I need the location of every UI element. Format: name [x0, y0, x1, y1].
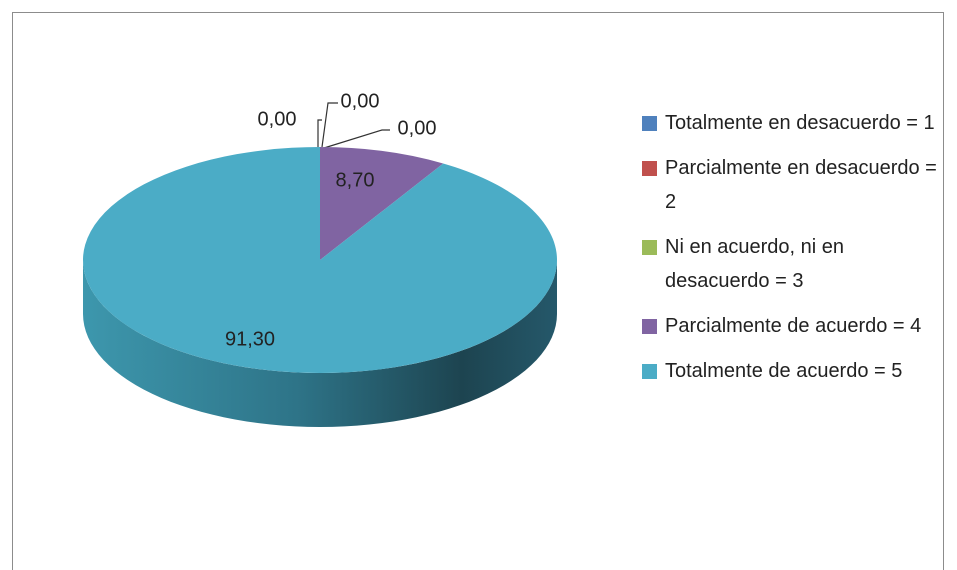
legend-item: Parcialmente de acuerdo = 4 [642, 309, 942, 343]
leader-line [323, 129, 390, 149]
data-label: 8,70 [336, 169, 375, 191]
slice [320, 147, 444, 260]
legend-label: Ni en acuerdo, ni en desacuerdo = 3 [665, 236, 845, 292]
legend-item: Totalmente en desacuerdo = 1 [642, 106, 942, 140]
leader-line [321, 102, 338, 148]
legend: Totalmente en desacuerdo = 1 Parcialmente… [642, 106, 942, 399]
data-label: 0,00 [341, 90, 380, 112]
legend-swatch [642, 240, 657, 255]
legend-item: Parcialmente en desacuerdo = 2 [642, 151, 942, 219]
leader-line [317, 119, 322, 147]
legend-item: Ni en acuerdo, ni en desacuerdo = 3 [642, 230, 942, 298]
legend-swatch [642, 364, 657, 379]
legend-swatch [642, 319, 657, 334]
legend-swatch [642, 161, 657, 176]
data-label: 0,00 [398, 117, 437, 139]
legend-label: Totalmente de acuerdo = 5 [665, 360, 903, 382]
data-label: 91,30 [225, 328, 275, 350]
slice-side [83, 260, 557, 427]
legend-label: Parcialmente en desacuerdo = 2 [665, 157, 937, 213]
legend-label: Totalmente en desacuerdo = 1 [665, 112, 935, 134]
legend-item: Totalmente de acuerdo = 5 [642, 354, 942, 388]
slice [83, 147, 558, 373]
data-label: 0,00 [258, 108, 297, 130]
legend-swatch [642, 116, 657, 131]
chart-frame [12, 12, 944, 570]
legend-label: Parcialmente de acuerdo = 4 [665, 315, 922, 337]
